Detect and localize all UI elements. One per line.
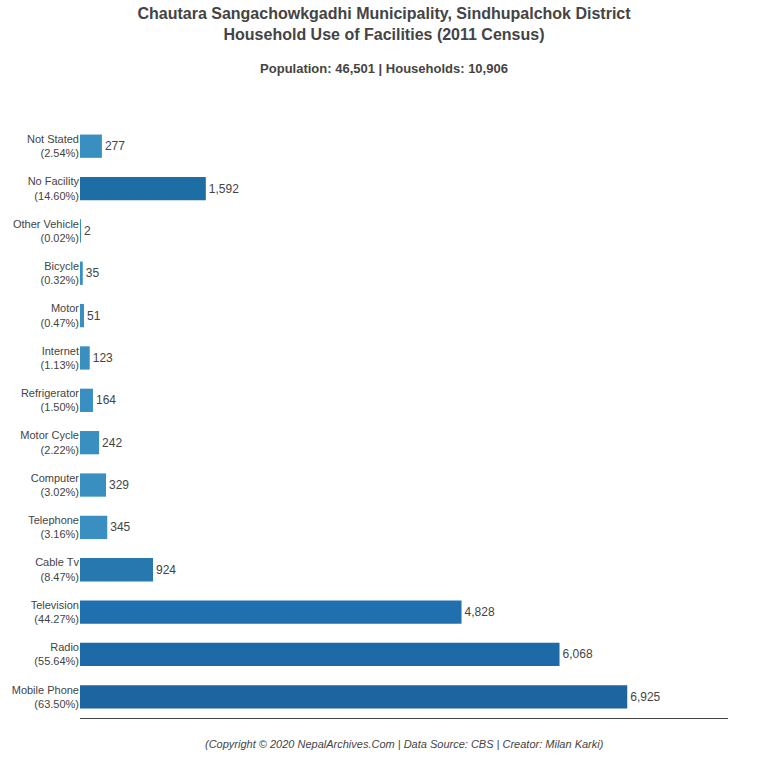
- svg-text:Motor Cycle(2.22%): Motor Cycle(2.22%): [20, 429, 79, 455]
- svg-text:Mobile Phone(63.50%): Mobile Phone(63.50%): [12, 684, 79, 710]
- svg-text:164: 164: [96, 393, 116, 407]
- svg-text:Television(44.27%): Television(44.27%): [31, 599, 79, 625]
- svg-text:329: 329: [109, 478, 129, 492]
- svg-text:6,925: 6,925: [630, 690, 660, 704]
- svg-text:Telephone(3.16%): Telephone(3.16%): [28, 514, 79, 540]
- svg-text:Chautara Sangachowkgadhi Munic: Chautara Sangachowkgadhi Municipality, S…: [137, 5, 631, 43]
- svg-text:123: 123: [93, 351, 113, 365]
- svg-text:35: 35: [86, 266, 100, 280]
- svg-text:924: 924: [156, 563, 176, 577]
- svg-text:Cable Tv(8.47%): Cable Tv(8.47%): [35, 556, 79, 582]
- svg-text:No Facility(14.60%): No Facility(14.60%): [28, 175, 80, 201]
- svg-text:Internet(1.13%): Internet(1.13%): [40, 345, 79, 371]
- svg-text:242: 242: [102, 436, 122, 450]
- svg-text:51: 51: [87, 309, 101, 323]
- svg-text:Computer(3.02%): Computer(3.02%): [31, 472, 80, 498]
- svg-text:Other Vehicle(0.02%): Other Vehicle(0.02%): [13, 218, 79, 244]
- svg-text:345: 345: [110, 520, 130, 534]
- svg-text:(Copyright © 2020 NepalArchive: (Copyright © 2020 NepalArchives.Com | Da…: [205, 738, 604, 750]
- svg-text:6,068: 6,068: [563, 647, 593, 661]
- svg-text:1,592: 1,592: [209, 182, 239, 196]
- svg-text:Not Stated(2.54%): Not Stated(2.54%): [27, 133, 79, 159]
- svg-text:277: 277: [105, 139, 125, 153]
- svg-text:Radio(55.64%): Radio(55.64%): [34, 641, 79, 667]
- svg-text:4,828: 4,828: [465, 605, 495, 619]
- svg-text:Refrigerator(1.50%): Refrigerator(1.50%): [21, 387, 79, 413]
- svg-text:Motor(0.47%): Motor(0.47%): [40, 302, 79, 328]
- svg-text:Bicycle(0.32%): Bicycle(0.32%): [40, 260, 79, 286]
- svg-text:2: 2: [84, 224, 91, 238]
- svg-text:Population: 46,501 | Household: Population: 46,501 | Households: 10,906: [260, 61, 508, 76]
